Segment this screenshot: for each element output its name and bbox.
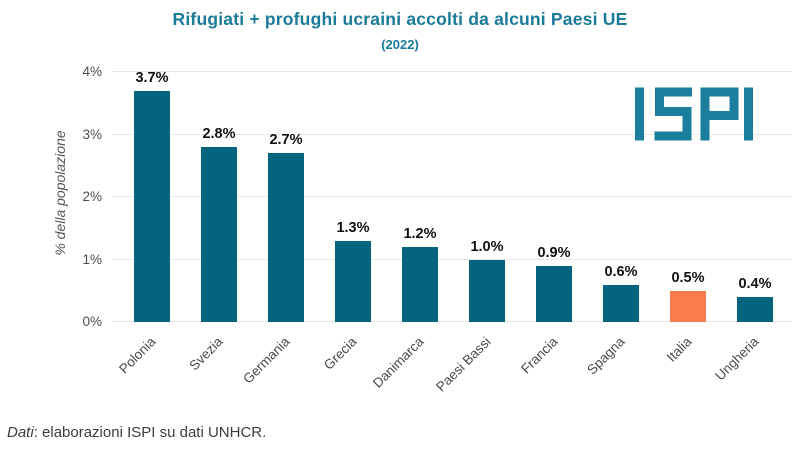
- bar-polonia: [134, 90, 170, 322]
- source-note-text: : elaborazioni ISPI su dati UNHCR.: [33, 424, 267, 441]
- y-tick-label: 3%: [82, 126, 102, 142]
- x-tick-label: Francia: [518, 334, 561, 377]
- x-tick-label: Paesi Bassi: [433, 334, 494, 395]
- plot-area: 3.7% 2.8% 2.7% 1.3% 1.2% 1.0% 0.9% 0.6% 0.5% 0.4%: [112, 69, 792, 322]
- bar-svezia: [201, 147, 237, 322]
- bar-value-label: 2.7%: [269, 132, 303, 149]
- gridline: [112, 258, 792, 260]
- bar-value-label: 1.3%: [336, 219, 370, 236]
- bar-value-label: 2.8%: [202, 126, 236, 142]
- y-tick-label: 2%: [82, 189, 102, 204]
- bar-value-label: 3.7%: [135, 69, 169, 86]
- y-tick-label: 1%: [82, 251, 102, 267]
- y-tick-label: 0%: [82, 314, 102, 329]
- bar-grecia: [335, 240, 371, 322]
- bar-value-label: 0.9%: [537, 244, 571, 261]
- gridline: [112, 133, 792, 135]
- gridline: [112, 321, 792, 322]
- bar-italia: [670, 290, 706, 322]
- bar-value-label: 1.0%: [470, 238, 504, 255]
- gridline: [112, 196, 792, 197]
- bar-value-label: 0.6%: [604, 263, 638, 280]
- bar-spagna: [603, 284, 639, 322]
- chart-subtitle: (2022): [381, 37, 419, 52]
- gridline: [112, 71, 792, 72]
- x-tick-label: Spagna: [584, 334, 628, 378]
- ispi-logo: [635, 87, 753, 141]
- y-tick-label: 4%: [82, 64, 102, 79]
- x-tick-label: Italia: [663, 334, 695, 365]
- bar-ungheria: [737, 297, 773, 322]
- logo-letter-p: [700, 87, 739, 141]
- bar-paesi-bassi: [469, 259, 505, 322]
- x-tick-label: Danimarca: [369, 334, 427, 391]
- bar-value-label: 0.5%: [671, 269, 705, 286]
- source-note-label: Dati: [7, 424, 34, 441]
- x-tick-label: Ungheria: [712, 334, 762, 384]
- logo-letter-s: [654, 87, 692, 141]
- bar-germania: [268, 153, 304, 322]
- source-note: Dati: elaborazioni ISPI su dati UNHCR.: [7, 424, 266, 441]
- bar-francia: [536, 265, 572, 322]
- bar-danimarca: [402, 247, 438, 322]
- bar-value-label: 1.2%: [403, 226, 437, 242]
- chart-title: Rifugiati + profughi ucraini accolti da …: [172, 9, 628, 29]
- bar-value-label: 0.4%: [738, 276, 772, 292]
